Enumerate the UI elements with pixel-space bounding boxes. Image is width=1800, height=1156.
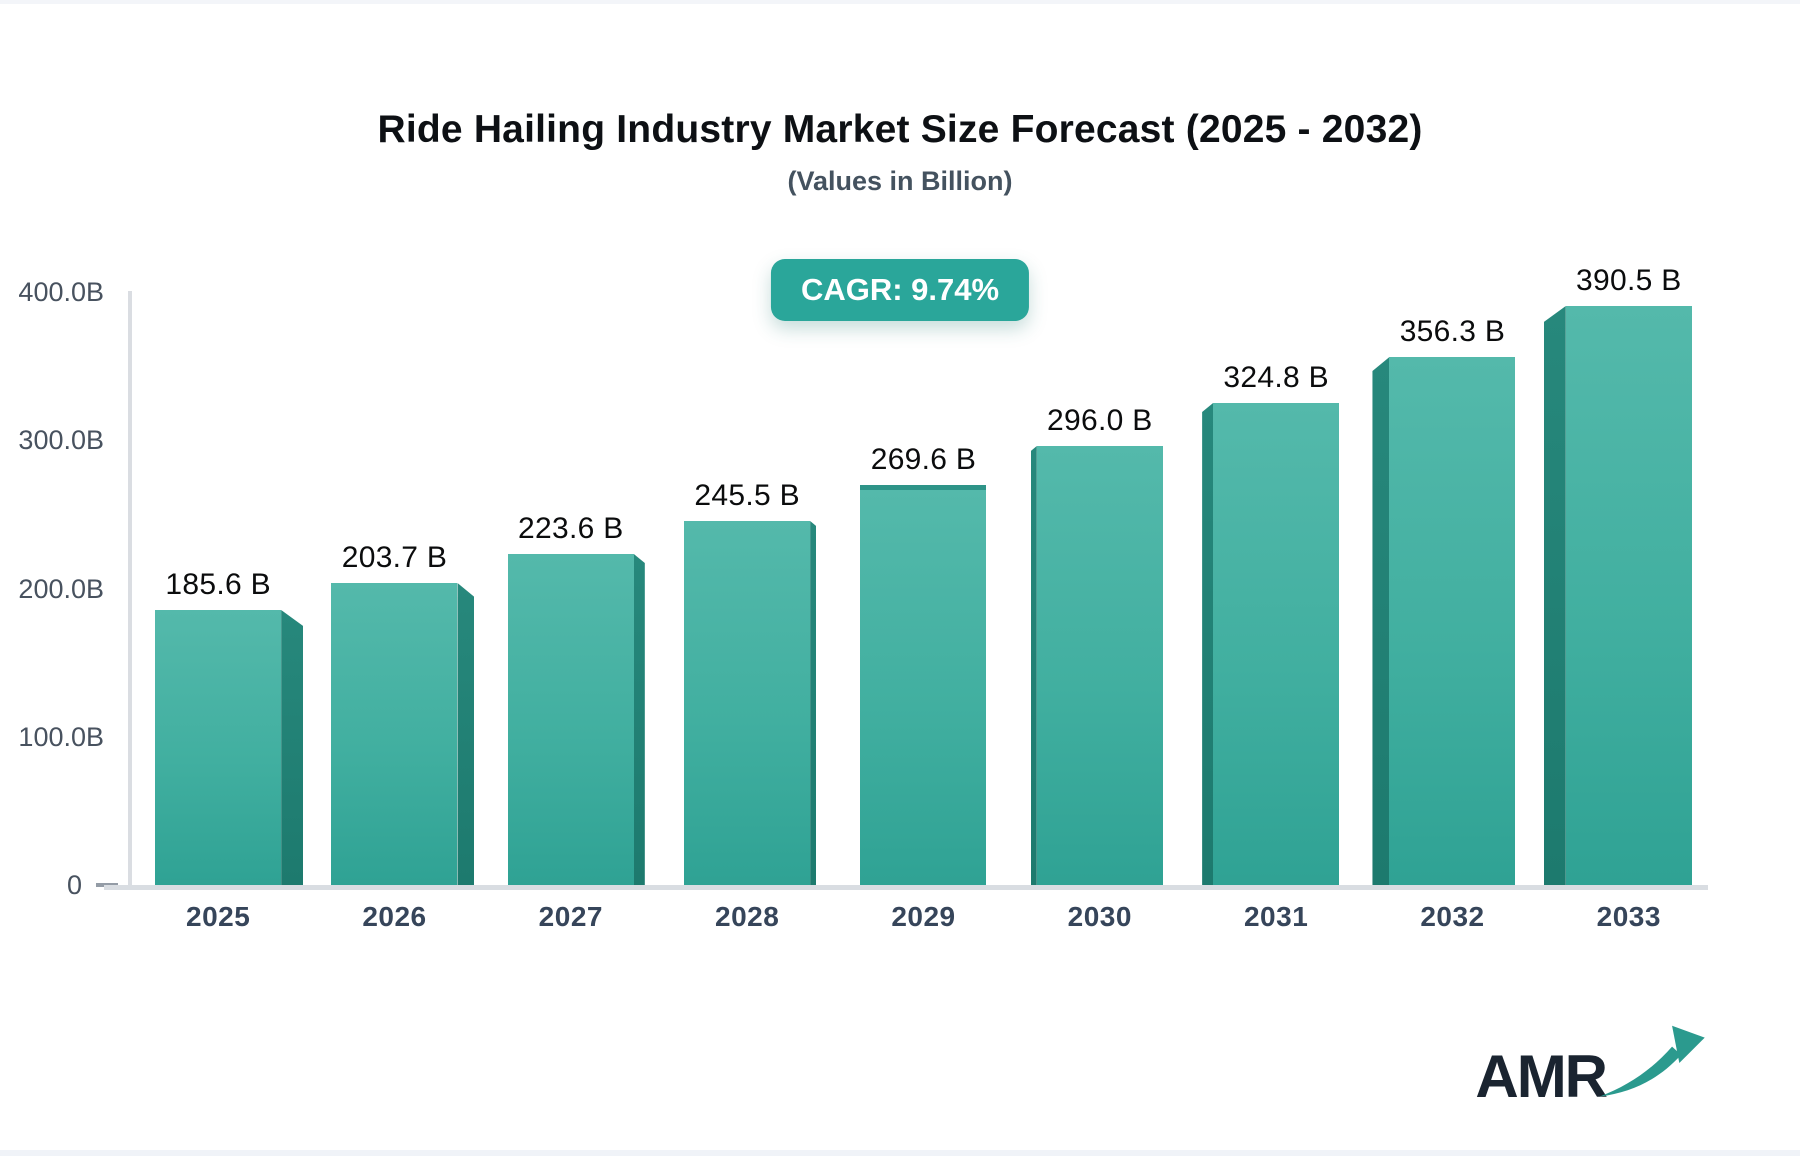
value-label-2033: 390.5 B [1576,264,1682,297]
bar-slot-2026: 203.7 B [306,292,482,885]
logo-text: AMR [1475,1043,1608,1110]
bar-front-face [1213,403,1340,885]
bar-side-face [810,521,817,885]
bar-slot-2025: 185.6 B [130,292,306,885]
bar-front-face [1036,446,1163,885]
growth-arrow-icon [1599,1025,1705,1097]
value-label-2032: 356.3 B [1399,315,1506,348]
y-tick-label-0: 0 [0,869,118,901]
x-tick-label-2032: 2032 [1420,901,1485,932]
bar-slot-2031: 324.8 B [1188,292,1364,885]
y-tick-label-200: 200.0B [18,574,104,604]
bar-slot-2032: 356.3 B [1364,292,1540,885]
x-tick-label-2027: 2027 [538,901,603,932]
x-tick-label-2030: 2030 [1067,901,1132,932]
amr-logo: AMR [1475,1022,1712,1108]
x-axis: 2025 2026 2027 2028 2029 2030 2031 2032 2033 [130,901,1717,933]
value-label-2029: 269.6 B [870,443,977,476]
bar-2033: 390.5 B [1543,264,1692,885]
bar-front-face [860,485,987,885]
y-axis-line [128,291,132,889]
cagr-badge: CAGR: 9.74% [770,259,1030,321]
bar-2027: 223.6 B [507,512,645,885]
bar-2032: 356.3 B [1372,315,1516,885]
bar-2031: 324.8 B [1202,361,1340,885]
bar-front-face [684,521,811,885]
value-label-2026: 203.7 B [341,541,448,574]
bar-2029: 269.6 B [860,443,987,885]
bar-side-face [1202,403,1214,885]
value-label-2025: 185.6 B [165,568,271,601]
top-border [0,0,1800,4]
bar-side-face [281,610,304,885]
bar-front-face [1389,357,1516,885]
x-tick-label-2029: 2029 [891,901,956,932]
bars-area: 185.6 B 203.7 B 223.6 B 245.5 B 269.6 B 296.0… [130,264,1717,885]
bar-front-face [1565,306,1692,885]
bar-front-face [155,610,282,885]
bar-side-face [1543,306,1566,885]
y-tick-label-300: 300.0B [18,425,104,455]
bottom-border [0,1150,1800,1156]
y-tick-label-100: 100.0B [18,722,104,752]
x-tick-label-2025: 2025 [186,901,251,932]
bar-front-face [331,583,458,885]
bar-2026: 203.7 B [331,541,475,885]
bar-2030: 296.0 B [1030,404,1163,885]
value-label-2027: 223.6 B [518,512,624,545]
bar-2028: 245.5 B [684,479,817,885]
bar-2025: 185.6 B [155,568,304,885]
x-tick-label-2028: 2028 [715,901,780,932]
bar-slot-2029: 269.6 B [835,292,1011,885]
x-tick-label-2026: 2026 [362,901,427,932]
chart-header: Ride Hailing Industry Market Size Foreca… [0,106,1800,198]
y-tick-zero-text: 0 [66,870,82,900]
page-subtitle: (Values in Billion) [787,166,1013,196]
x-tick-label-2031: 2031 [1243,901,1309,932]
x-axis-line [104,885,1708,890]
bar-slot-2033: 390.5 B [1541,264,1717,885]
bar-slot-2027: 223.6 B [483,292,659,885]
bar-front-face [507,554,634,885]
y-tick-label-400: 400.0B [18,277,104,307]
bar-side-face [633,554,645,885]
value-label-2030: 296.0 B [1047,404,1153,437]
value-label-2031: 324.8 B [1223,361,1329,394]
value-label-2028: 245.5 B [694,479,800,512]
bar-side-face [457,583,475,885]
x-tick-label-2033: 2033 [1596,901,1661,932]
bar-side-face [1372,357,1390,885]
bar-slot-2028: 245.5 B [659,292,835,885]
bar-slot-2030: 296.0 B [1012,292,1188,885]
page-title: Ride Hailing Industry Market Size Foreca… [377,108,1423,151]
bar-side-face [1030,446,1037,885]
